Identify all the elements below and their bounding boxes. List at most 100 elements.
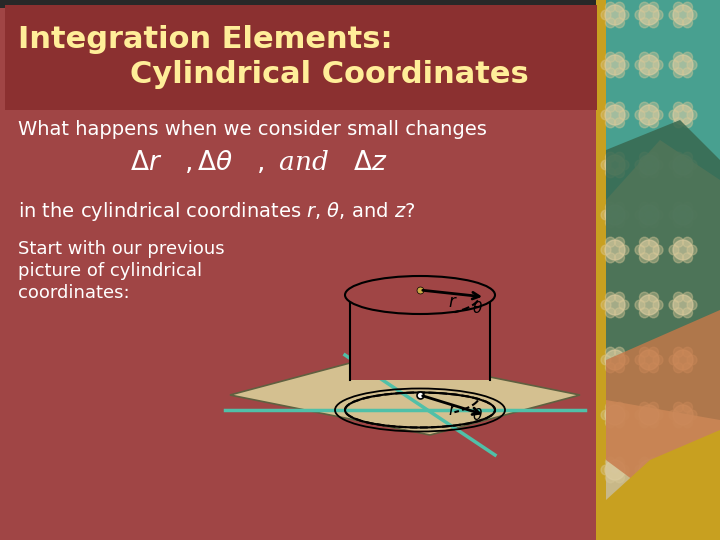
Circle shape [635, 10, 645, 20]
Circle shape [639, 118, 649, 128]
Circle shape [639, 18, 649, 28]
Circle shape [673, 168, 683, 178]
Circle shape [683, 347, 693, 357]
Circle shape [605, 405, 625, 425]
Circle shape [649, 418, 659, 428]
Circle shape [673, 218, 683, 228]
Circle shape [639, 68, 649, 78]
Circle shape [606, 292, 616, 302]
Circle shape [639, 402, 649, 412]
Ellipse shape [345, 276, 495, 314]
Circle shape [649, 102, 659, 112]
Circle shape [687, 410, 697, 420]
Text: $\theta$: $\theta$ [472, 300, 483, 316]
Circle shape [614, 347, 624, 357]
Circle shape [614, 402, 624, 412]
Circle shape [606, 402, 616, 412]
Circle shape [669, 355, 679, 365]
Circle shape [683, 68, 693, 78]
Circle shape [653, 210, 663, 220]
Circle shape [673, 350, 693, 370]
Circle shape [639, 405, 659, 425]
Circle shape [614, 237, 624, 247]
Text: $r$: $r$ [448, 401, 458, 419]
Circle shape [683, 2, 693, 12]
Circle shape [614, 457, 624, 467]
Polygon shape [230, 355, 580, 435]
Circle shape [649, 118, 659, 128]
Circle shape [687, 210, 697, 220]
Circle shape [606, 347, 616, 357]
Circle shape [673, 240, 693, 260]
Circle shape [635, 210, 645, 220]
Circle shape [683, 52, 693, 62]
Circle shape [673, 205, 693, 225]
Circle shape [669, 10, 679, 20]
Circle shape [606, 253, 616, 263]
Circle shape [635, 245, 645, 255]
Circle shape [653, 410, 663, 420]
Circle shape [614, 18, 624, 28]
Circle shape [669, 245, 679, 255]
Circle shape [669, 465, 679, 475]
Circle shape [635, 160, 645, 170]
Circle shape [673, 118, 683, 128]
Circle shape [653, 110, 663, 120]
Circle shape [639, 2, 649, 12]
Circle shape [635, 465, 645, 475]
Circle shape [635, 355, 645, 365]
Circle shape [605, 295, 625, 315]
Circle shape [619, 60, 629, 70]
Circle shape [601, 160, 611, 170]
Circle shape [606, 152, 616, 162]
Circle shape [606, 473, 616, 483]
Circle shape [619, 210, 629, 220]
Circle shape [653, 60, 663, 70]
Circle shape [673, 52, 683, 62]
Circle shape [601, 10, 611, 20]
Circle shape [614, 168, 624, 178]
Circle shape [619, 10, 629, 20]
Circle shape [673, 202, 683, 212]
Circle shape [673, 308, 683, 318]
Circle shape [669, 410, 679, 420]
Circle shape [653, 160, 663, 170]
Circle shape [639, 347, 649, 357]
Circle shape [601, 245, 611, 255]
Circle shape [653, 465, 663, 475]
Circle shape [639, 155, 659, 175]
Circle shape [639, 240, 659, 260]
Circle shape [649, 18, 659, 28]
Circle shape [649, 152, 659, 162]
Circle shape [605, 240, 625, 260]
Circle shape [669, 110, 679, 120]
Circle shape [601, 355, 611, 365]
Circle shape [673, 253, 683, 263]
Text: $\theta$: $\theta$ [472, 407, 483, 423]
Circle shape [606, 118, 616, 128]
Circle shape [605, 155, 625, 175]
Polygon shape [606, 120, 720, 420]
Text: Integration Elements:: Integration Elements: [18, 25, 392, 54]
Circle shape [605, 5, 625, 25]
Bar [350, 295, 490, 380]
Circle shape [606, 68, 616, 78]
Polygon shape [606, 310, 720, 500]
Circle shape [605, 105, 625, 125]
Circle shape [606, 168, 616, 178]
Circle shape [639, 460, 659, 480]
Circle shape [639, 5, 659, 25]
Circle shape [606, 218, 616, 228]
Circle shape [687, 160, 697, 170]
Text: What happens when we consider small changes: What happens when we consider small chan… [18, 120, 487, 139]
Circle shape [683, 237, 693, 247]
Circle shape [619, 160, 629, 170]
Circle shape [673, 105, 693, 125]
Circle shape [673, 68, 683, 78]
Bar [596, 0, 606, 540]
Circle shape [606, 52, 616, 62]
Text: Start with our previous: Start with our previous [18, 240, 225, 258]
Bar [0, 0, 720, 8]
Circle shape [683, 402, 693, 412]
Circle shape [673, 55, 693, 75]
